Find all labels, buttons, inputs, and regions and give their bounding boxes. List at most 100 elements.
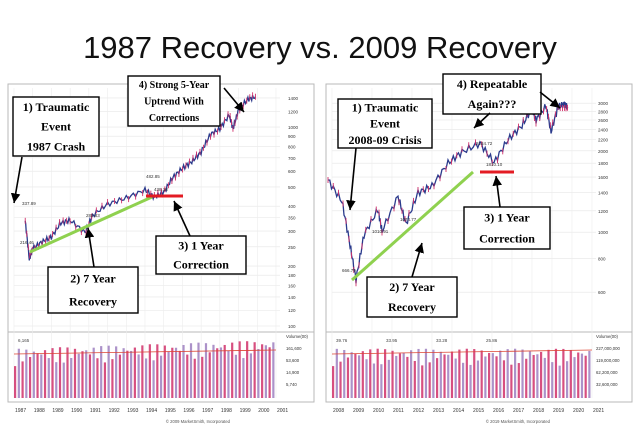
x-tick-label: 1997 xyxy=(202,408,213,414)
price-tick-label: 200 xyxy=(288,264,296,269)
price-tick-label: 1000 xyxy=(598,230,609,235)
callout-recovery-2009: 2) 7 Year Recovery xyxy=(366,276,458,318)
volume-bar xyxy=(540,351,543,398)
volume-bar xyxy=(510,364,513,398)
x-tick-label: 1999 xyxy=(240,408,251,414)
price-tick-label: 2400 xyxy=(598,127,609,132)
volume-bar xyxy=(536,354,539,398)
x-tick-label: 1991 xyxy=(90,408,101,414)
price-tick-label: 600 xyxy=(598,290,606,295)
volume-tick-label: 119,000,000 xyxy=(596,358,620,363)
callout-text: Recovery xyxy=(69,295,117,309)
volume-bar xyxy=(14,366,17,398)
callout-traumatic-2009: 1) Traumatic Event 2008-09 Crisis xyxy=(337,98,433,149)
x-tick-label: 2016 xyxy=(493,408,504,414)
copyright-footer: © 2009 MarketSmith, Incorporated xyxy=(166,419,231,424)
volume-bar xyxy=(189,343,193,398)
callout-text: Corrections xyxy=(149,113,199,124)
x-tick-label: 1994 xyxy=(146,408,157,414)
volume-annotation: 33.95 xyxy=(386,338,398,343)
volume-bar xyxy=(208,352,211,398)
price-tick-label: 3000 xyxy=(598,101,609,106)
volume-bar xyxy=(343,349,346,398)
volume-bar xyxy=(253,342,256,398)
volume-bar xyxy=(410,350,413,398)
volume-bar xyxy=(514,348,517,398)
price-tick-label: 140 xyxy=(288,295,296,300)
arrow-correction-1987 xyxy=(173,200,191,237)
volume-bar xyxy=(395,355,398,398)
volume-bar xyxy=(126,350,129,398)
price-tick-label: 1800 xyxy=(598,161,609,166)
price-tick-label: 2600 xyxy=(598,118,609,123)
volume-bar xyxy=(417,348,420,398)
price-tick-label: 1200 xyxy=(598,209,609,214)
price-tick-label: 120 xyxy=(288,308,296,313)
volume-bar xyxy=(264,345,267,398)
volume-bar xyxy=(178,350,181,398)
volume-bar xyxy=(51,348,54,398)
volume-bar xyxy=(391,350,394,398)
volume-bar xyxy=(111,359,114,398)
price-annotation: 666.79 xyxy=(342,268,356,273)
volume-bar xyxy=(332,366,335,398)
volume-bar xyxy=(432,349,435,398)
volume-bar xyxy=(21,361,24,398)
volume-tick-label: 53,600 xyxy=(286,358,300,363)
x-tick-label: 2018 xyxy=(533,408,544,414)
callout-text: 2) 7 Year xyxy=(70,272,116,286)
x-tick-label: 2013 xyxy=(433,408,444,414)
volume-bar xyxy=(81,351,84,398)
volume-bar xyxy=(193,358,196,398)
price-tick-label: 100 xyxy=(288,324,296,329)
volume-bar xyxy=(216,348,219,398)
x-tick-label: 1989 xyxy=(52,408,63,414)
volume-tick-label: 5,740 xyxy=(286,382,297,387)
volume-bar xyxy=(28,357,32,398)
price-annotation: 482.85 xyxy=(146,174,160,179)
volume-bar xyxy=(43,350,47,398)
volume-annotation: 25.86 xyxy=(486,338,498,343)
volume-bar xyxy=(234,354,238,398)
x-tick-label: 1998 xyxy=(221,408,232,414)
volume-bar xyxy=(476,360,480,398)
x-tick-label: 2019 xyxy=(553,408,564,414)
arrow-recovery-1987 xyxy=(84,227,95,268)
volume-bar xyxy=(268,347,271,398)
volume-bar xyxy=(204,343,208,398)
arrow-recovery-2009 xyxy=(411,242,424,278)
volume-bar xyxy=(580,353,584,398)
volume-bar xyxy=(521,349,524,398)
volume-bar xyxy=(517,363,520,398)
volume-bar xyxy=(376,348,379,398)
volume-bar xyxy=(369,349,372,398)
volume-bar xyxy=(100,346,103,398)
volume-bar xyxy=(145,358,148,398)
callout-text: 1) Traumatic xyxy=(23,100,90,114)
callout-text: 2008-09 Crisis xyxy=(349,133,422,147)
volume-bar xyxy=(257,349,260,398)
x-tick-label: 2000 xyxy=(258,408,269,414)
callout-correction-1987: 3) 1 Year Correction xyxy=(155,235,247,275)
x-tick-label: 1995 xyxy=(165,408,176,414)
volume-average-line xyxy=(331,349,593,355)
volume-bar xyxy=(502,360,506,398)
volume-bar xyxy=(554,348,558,398)
volume-bar xyxy=(133,347,136,398)
price-tick-label: 800 xyxy=(288,144,296,149)
volume-bar xyxy=(547,349,550,398)
volume-bar xyxy=(573,357,576,398)
callout-correction-2009: 3) 1 Year Correction xyxy=(463,206,551,250)
x-tick-label: 2021 xyxy=(593,408,604,414)
callout-box xyxy=(155,235,247,275)
x-tick-label: 2010 xyxy=(373,408,384,414)
volume-bar xyxy=(402,352,405,398)
volume-bar xyxy=(182,344,185,398)
callout-box xyxy=(47,266,139,314)
volume-bar xyxy=(238,341,241,398)
price-tick-label: 1200 xyxy=(288,109,299,114)
volume-bar xyxy=(387,359,390,398)
price-tick-label: 250 xyxy=(288,245,296,250)
volume-bar xyxy=(361,351,364,398)
volume-bar xyxy=(242,358,245,398)
